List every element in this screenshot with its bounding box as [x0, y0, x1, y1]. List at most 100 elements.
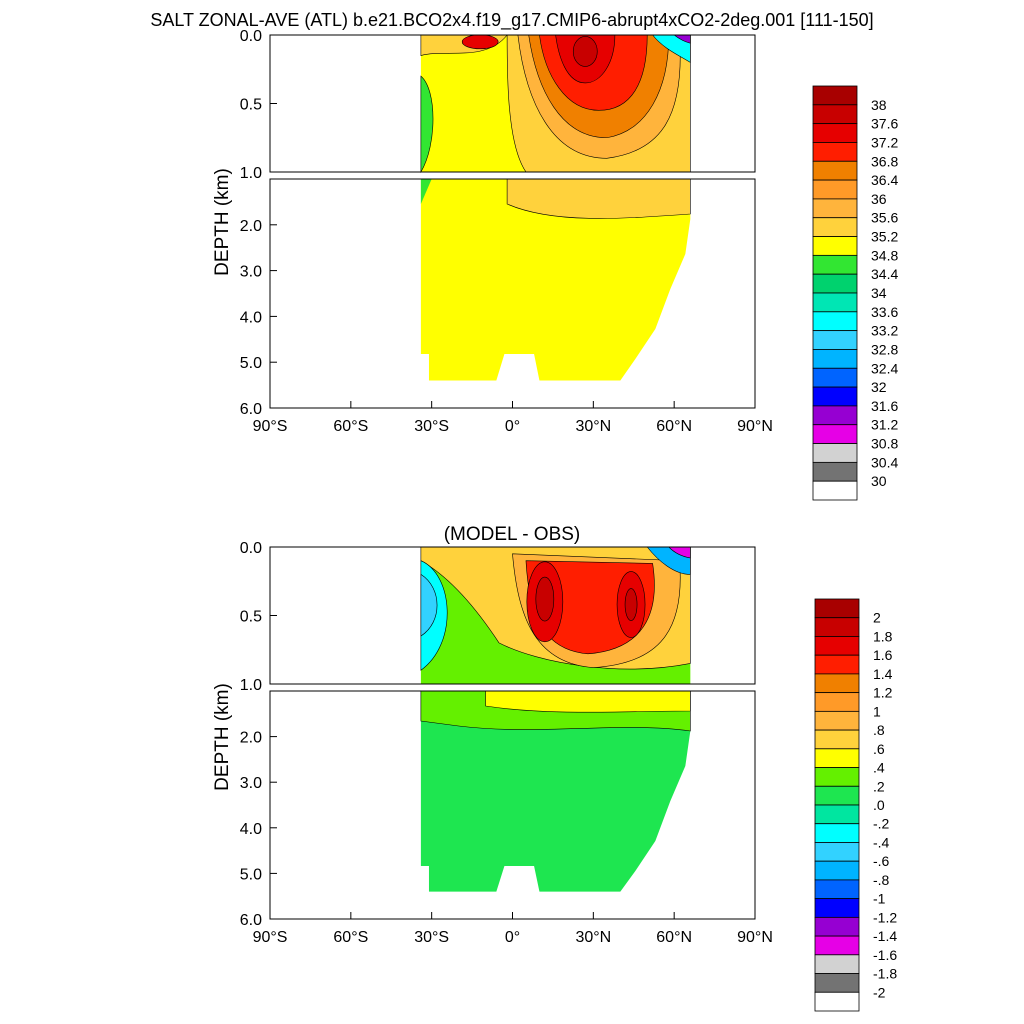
colorbar-swatch — [812, 311, 858, 332]
colorbar-swatch — [814, 916, 860, 937]
y-tick-label: 3.0 — [240, 775, 262, 792]
colorbar-label: 33.6 — [871, 304, 898, 320]
colorbar-swatch — [814, 785, 860, 806]
colorbar-swatch — [812, 424, 858, 444]
colorbar-label: 32.8 — [871, 341, 898, 357]
subtropical-anomaly-peak-west — [535, 576, 555, 622]
colorbar-swatch — [812, 292, 858, 313]
difference-title: (MODEL - OBS) — [444, 524, 581, 545]
colorbar-swatch — [814, 692, 860, 712]
colorbar-swatch — [812, 160, 858, 181]
colorbar-label: 37.6 — [871, 116, 898, 132]
colorbar-label: -.8 — [873, 872, 890, 888]
x-tick-label: 90°S — [253, 929, 288, 946]
colorbar-label: -1.6 — [873, 947, 897, 963]
colorbar-label: -1.2 — [873, 909, 897, 925]
colorbar-label: 31.6 — [871, 398, 898, 414]
colorbar-swatch — [812, 443, 858, 463]
colorbar-swatch — [812, 480, 858, 501]
colorbar-label: 30.8 — [871, 436, 898, 452]
colorbar-swatch — [814, 729, 860, 750]
colorbar-label: 36.8 — [871, 153, 898, 169]
colorbar-swatch — [814, 935, 860, 956]
y-tick-label: 5.0 — [240, 866, 262, 883]
southern-negative-core — [420, 573, 438, 637]
colorbar-label: 34 — [871, 285, 887, 301]
colorbar-label: .2 — [873, 778, 885, 794]
colorbar-swatch — [812, 104, 858, 125]
colorbar-swatch — [814, 804, 860, 825]
colorbar-label: .6 — [873, 741, 885, 757]
x-tick-label: 30°N — [575, 418, 611, 435]
colorbar-label: -.2 — [873, 816, 890, 832]
abyssal-water-mass — [420, 179, 691, 381]
colorbar: 38 37.6 37.2 36.8 36.4 36 35.6 35.2 34.8 34.4 34 33… — [812, 85, 898, 501]
y-axis-label: DEPTH (km) — [212, 683, 233, 791]
colorbar-label: 38 — [871, 97, 887, 113]
colorbar-label: 2 — [873, 610, 881, 626]
subtropical-anomaly-peak-east — [624, 588, 638, 621]
colorbar-label: 1.8 — [873, 628, 893, 644]
colorbar-label: 1.2 — [873, 685, 893, 701]
x-tick-label: 90°N — [737, 418, 773, 435]
x-tick-label: 0° — [505, 929, 520, 946]
y-tick-label: 0.5 — [240, 97, 262, 114]
colorbar-swatch — [812, 85, 858, 106]
colorbar-label: .8 — [873, 722, 885, 738]
colorbar-swatch — [814, 654, 860, 675]
colorbar-label: 32 — [871, 379, 887, 395]
upper-positive-band — [485, 690, 691, 713]
colorbar-swatch — [814, 898, 860, 918]
y-axis-ticks: 0.0 0.5 1.0 2.0 3.0 4.0 5.0 6.0 — [240, 28, 277, 418]
colorbar-label: 30 — [871, 473, 887, 489]
x-tick-label: 30°S — [414, 929, 449, 946]
arctic-fresh-outer — [651, 34, 691, 63]
salt-panel: SALT ZONAL-AVE (ATL) b.e21.BCO2x4.f19_g1… — [150, 10, 898, 501]
main-title: SALT ZONAL-AVE (ATL) b.e21.BCO2x4.f19_g1… — [150, 10, 873, 31]
x-axis-ticks: 90°S 60°S 30°S 0° 30°N 60°N 90°N — [253, 401, 773, 435]
y-tick-label: 4.0 — [240, 309, 262, 326]
upper-section-field — [420, 546, 691, 684]
colorbar-label: 34.8 — [871, 247, 898, 263]
colorbar-swatch — [814, 710, 860, 731]
colorbar-swatch — [814, 636, 860, 656]
colorbar-label: -.4 — [873, 834, 890, 850]
colorbar-swatch — [812, 386, 858, 407]
colorbar-label: -1 — [873, 891, 886, 907]
colorbar-label: 30.4 — [871, 454, 898, 470]
colorbar-swatch — [814, 879, 860, 900]
y-tick-label: 1.0 — [240, 165, 262, 182]
y-tick-label: 4.0 — [240, 821, 262, 838]
x-tick-label: 60°S — [333, 418, 368, 435]
colorbar-swatch — [814, 954, 860, 974]
subtropical-core-peak — [572, 36, 598, 67]
colorbar-label: 35.6 — [871, 210, 898, 226]
colorbar-swatch — [812, 236, 858, 256]
colorbar-label: 33.2 — [871, 323, 898, 339]
y-tick-label: 2.0 — [240, 730, 262, 747]
x-tick-label: 30°S — [414, 418, 449, 435]
y-axis-ticks: 0.0 0.5 1.0 2.0 3.0 4.0 5.0 6.0 — [240, 540, 277, 929]
x-tick-label: 30°N — [575, 929, 611, 946]
colorbar-swatch — [814, 673, 860, 694]
colorbar-label: .0 — [873, 797, 885, 813]
y-tick-label: 2.0 — [240, 218, 262, 235]
colorbar-swatch — [812, 198, 858, 219]
arctic-fresh-inner — [673, 34, 691, 44]
colorbar-swatch — [814, 617, 860, 637]
colorbar-swatch — [812, 254, 858, 275]
colorbar-swatch — [812, 330, 858, 350]
colorbar-label: 34.4 — [871, 266, 898, 282]
colorbar-label: 37.2 — [871, 134, 898, 150]
y-tick-label: 0.0 — [240, 28, 262, 45]
y-tick-label: 6.0 — [240, 401, 262, 418]
colorbar-label: -1.8 — [873, 966, 897, 982]
colorbar-swatch — [812, 367, 858, 388]
colorbar-label: -1.4 — [873, 928, 897, 944]
colorbar-label: 35.2 — [871, 229, 898, 245]
colorbar-swatch — [814, 991, 860, 1012]
y-tick-label: 5.0 — [240, 355, 262, 372]
colorbar-label: 32.4 — [871, 360, 898, 376]
x-tick-label: 60°N — [656, 418, 692, 435]
